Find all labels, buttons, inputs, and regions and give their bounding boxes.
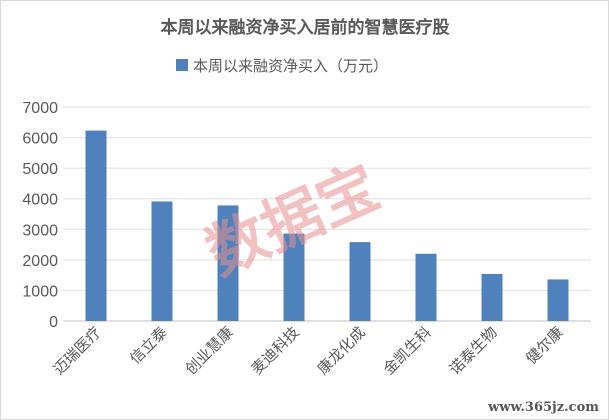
y-tick-label: 7000 xyxy=(22,100,58,117)
legend-swatch xyxy=(176,59,188,71)
y-axis-ticks: 0 1000 2000 3000 4000 5000 6000 7000 xyxy=(22,100,58,331)
bar xyxy=(415,253,437,321)
site-watermark: www.365jz.com xyxy=(487,400,599,415)
x-category-label: 信立泰 xyxy=(126,323,171,368)
x-category-label: 迈瑞医疗 xyxy=(50,323,105,378)
bar xyxy=(217,205,239,321)
bar xyxy=(481,273,503,321)
y-tick-label: 3000 xyxy=(22,222,58,239)
x-category-label: 麦迪科技 xyxy=(248,323,303,378)
x-axis-categories: 迈瑞医疗 信立泰 创业慧康 麦迪科技 康龙化成 金凯生科 诺泰生物 健尔康 xyxy=(50,323,567,378)
bar xyxy=(547,279,569,321)
y-tick-label: 0 xyxy=(49,314,58,331)
y-tick-label: 6000 xyxy=(22,131,58,148)
y-tick-label: 5000 xyxy=(22,161,58,178)
y-tick-label: 2000 xyxy=(22,253,58,270)
x-category-label: 康龙化成 xyxy=(314,323,369,378)
x-category-label: 诺泰生物 xyxy=(446,323,501,378)
y-tick-label: 1000 xyxy=(22,283,58,300)
x-category-label: 创业慧康 xyxy=(182,323,237,378)
gridlines xyxy=(63,106,591,322)
bar xyxy=(283,233,305,321)
y-tick-label: 4000 xyxy=(22,192,58,209)
bar xyxy=(349,242,371,321)
x-category-label: 金凯生科 xyxy=(380,323,435,378)
x-category-label: 健尔康 xyxy=(522,323,567,368)
bar xyxy=(85,130,107,321)
bar xyxy=(151,201,173,321)
bars xyxy=(85,130,569,321)
chart-title: 本周以来融资净买入居前的智慧医疗股 xyxy=(161,17,450,38)
legend-label: 本周以来融资净买入（万元） xyxy=(193,57,388,75)
